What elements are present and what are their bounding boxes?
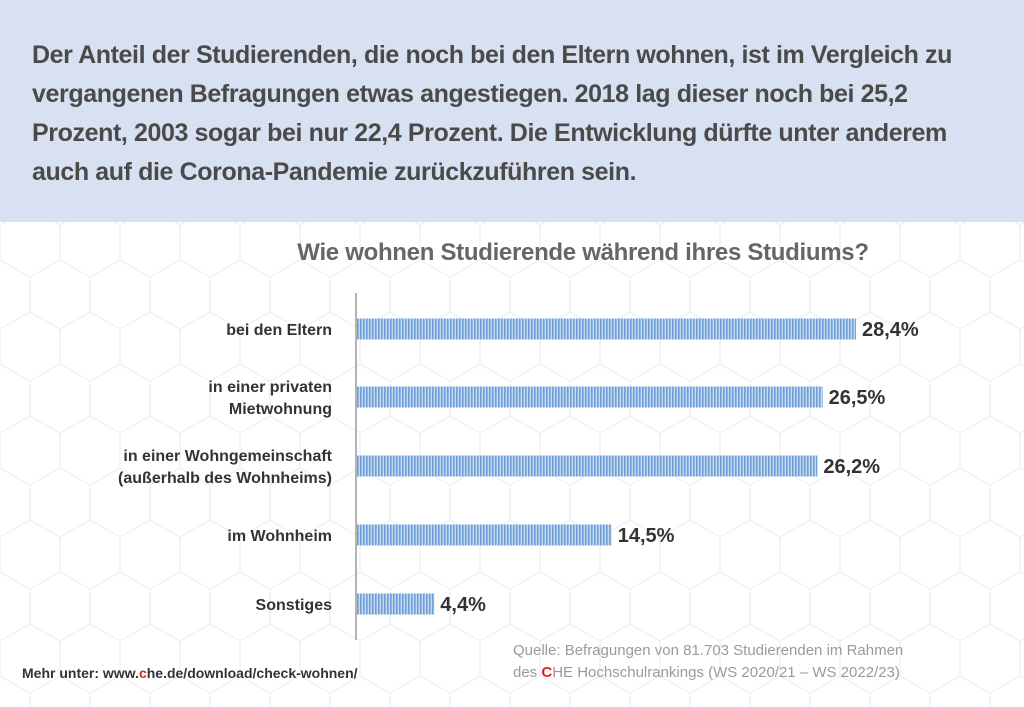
category-label-line: in einer Wohngemeinschaft [123,448,332,465]
category-label-line: Mietwohnung [229,401,332,418]
category-label-line: in einer privaten [208,379,332,396]
bar-0 [357,318,856,340]
more-info-link[interactable]: Mehr unter: www.che.de/download/check-wo… [22,665,358,681]
source-red-letter: C [541,664,553,681]
more-info-prefix: Mehr unter: www. [22,665,139,681]
data-label-1: 26,5% [829,387,886,409]
category-label-line: (außerhalb des Wohnheims) [118,470,332,487]
category-label-4: Sonstiges [256,597,333,614]
more-info-red-letter: c [138,665,147,681]
category-label-line: bei den Eltern [226,322,332,339]
source-line-2: des CHE Hochschulrankings (WS 2020/21 – … [513,662,993,684]
header-banner: Der Anteil der Studierenden, die noch be… [0,0,1024,222]
source-line-2-prefix: des [513,664,542,681]
chart-title: Wie wohnen Studierende während ihres Stu… [297,239,869,266]
bar-3 [357,524,612,546]
data-label-3: 14,5% [618,525,675,547]
category-label-1: in einer privaten Mietwohnung [208,379,332,418]
more-info-suffix: he.de/download/check-wohnen/ [146,665,358,681]
category-label-line: im Wohnheim [227,528,332,545]
category-label-2: in einer Wohngemeinschaft (außerhalb des … [118,448,333,487]
data-label-2: 26,2% [823,456,880,478]
source-line-1: Quelle: Befragungen von 81.703 Studieren… [513,642,904,659]
source-note: Quelle: Befragungen von 81.703 Studieren… [513,640,993,684]
category-label-line: Sonstiges [256,597,333,614]
category-label-0: bei den Eltern [226,322,332,339]
category-label-3: im Wohnheim [227,528,332,545]
data-label-4: 4,4% [440,594,486,616]
bar-2 [357,455,818,477]
bar-1 [357,386,823,408]
header-summary-text: Der Anteil der Studierenden, die noch be… [32,41,953,186]
data-label-0: 28,4% [862,319,919,341]
bar-4 [357,593,435,615]
source-line-2-suffix: HE Hochschulrankings (WS 2020/21 – WS 20… [552,664,900,681]
